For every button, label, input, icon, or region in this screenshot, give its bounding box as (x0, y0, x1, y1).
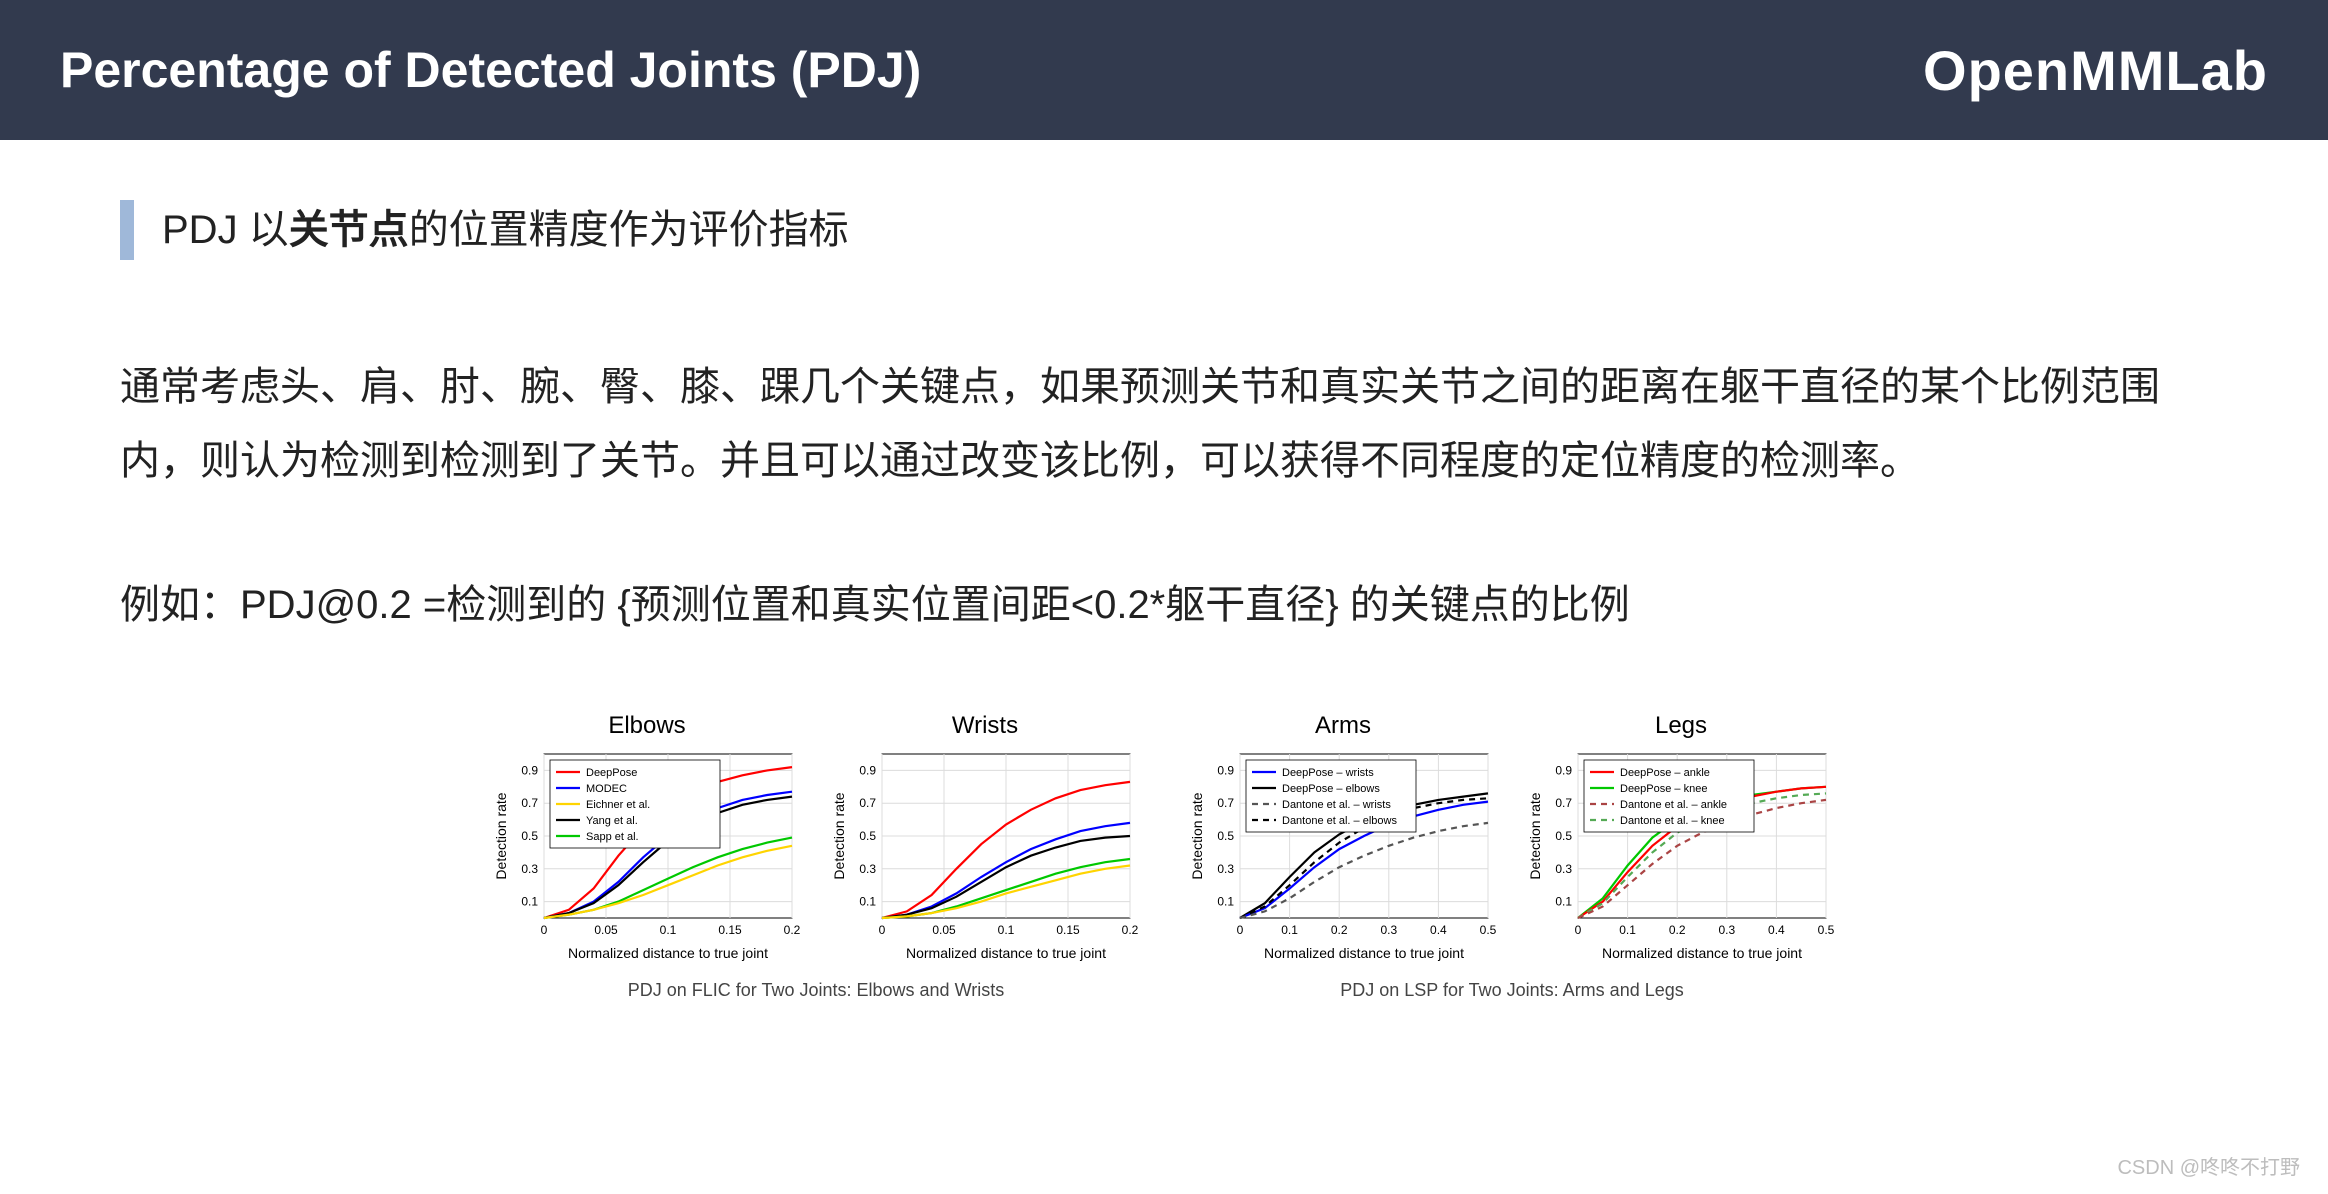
summary-row: PDJ 以关节点的位置精度作为评价指标 (120, 200, 2208, 260)
chart-title: Legs (1655, 712, 1707, 740)
svg-text:Normalized distance to true jo: Normalized distance to true joint (568, 945, 768, 961)
accent-bar (120, 200, 134, 260)
body-paragraph-2: 例如：PDJ@0.2 =检测到的 {预测位置和真实位置间距<0.2*躯干直径} … (120, 568, 2208, 642)
slide-header: Percentage of Detected Joints (PDJ) Open… (0, 0, 2328, 140)
svg-text:Sapp et al.: Sapp et al. (586, 831, 639, 843)
svg-text:Detection rate: Detection rate (1189, 792, 1205, 879)
svg-text:0.9: 0.9 (859, 763, 876, 777)
svg-text:0.15: 0.15 (718, 923, 742, 937)
body-paragraph-1: 通常考虑头、肩、肘、腕、臀、膝、踝几个关键点，如果预测关节和真实关节之间的距离在… (120, 350, 2208, 498)
summary-text: PDJ 以关节点的位置精度作为评价指标 (162, 200, 849, 260)
chart-svg: 0.1 0.3 0.5 0.7 0.9 0 0.05 0.1 0.15 0.2 Detection … (830, 744, 1140, 964)
chart-title: Elbows (608, 712, 685, 740)
svg-text:DeepPose – elbows: DeepPose – elbows (1282, 783, 1380, 795)
svg-text:0.1: 0.1 (1281, 923, 1298, 937)
svg-text:0.1: 0.1 (1555, 895, 1572, 909)
chart-svg: 0.1 0.3 0.5 0.7 0.9 0 0.05 0.1 0.15 0.2 Detection … (492, 744, 802, 964)
svg-text:0.7: 0.7 (859, 796, 876, 810)
svg-text:DeepPose – wrists: DeepPose – wrists (1282, 767, 1374, 779)
svg-text:0.3: 0.3 (1718, 923, 1735, 937)
summary-suffix: 的位置精度作为评价指标 (409, 208, 849, 252)
svg-text:0.3: 0.3 (1217, 862, 1234, 876)
chart-svg: 0.10.30.50.70.900.10.20.30.40.5Detection… (1526, 744, 1836, 964)
svg-text:0.7: 0.7 (1555, 796, 1572, 810)
svg-text:Detection rate: Detection rate (493, 792, 509, 879)
svg-text:0.1: 0.1 (1619, 923, 1636, 937)
svg-text:0.3: 0.3 (1380, 923, 1397, 937)
svg-text:0.05: 0.05 (594, 923, 618, 937)
svg-text:0.5: 0.5 (1217, 829, 1234, 843)
svg-text:0.5: 0.5 (521, 829, 538, 843)
svg-text:Normalized distance to true jo: Normalized distance to true joint (1602, 945, 1802, 961)
svg-text:0.05: 0.05 (932, 923, 956, 937)
svg-text:0.1: 0.1 (998, 923, 1015, 937)
svg-text:0: 0 (1575, 923, 1582, 937)
svg-text:0.1: 0.1 (521, 895, 538, 909)
chart-panel: Wrists 0.1 0.3 0.5 0.7 0.9 0 0.05 0.1 0.15 0.2 Dete… (830, 712, 1140, 964)
svg-text:0.9: 0.9 (1555, 763, 1572, 777)
caption-right: PDJ on LSP for Two Joints: Arms and Legs (1340, 980, 1684, 1001)
svg-text:Eichner et al.: Eichner et al. (586, 799, 650, 811)
svg-text:Yang et al.: Yang et al. (586, 815, 638, 827)
chart-title: Wrists (952, 712, 1018, 740)
svg-text:Dantone et al. – wrists: Dantone et al. – wrists (1282, 799, 1391, 811)
caption-left: PDJ on FLIC for Two Joints: Elbows and W… (628, 980, 1004, 1001)
svg-text:0.7: 0.7 (1217, 796, 1234, 810)
summary-bold: 关节点 (289, 208, 409, 252)
svg-text:DeepPose: DeepPose (586, 767, 637, 779)
svg-text:0.4: 0.4 (1430, 923, 1447, 937)
svg-text:0.15: 0.15 (1056, 923, 1080, 937)
svg-text:0.5: 0.5 (1818, 923, 1835, 937)
svg-text:0: 0 (1237, 923, 1244, 937)
svg-text:DeepPose – ankle: DeepPose – ankle (1620, 767, 1710, 779)
svg-text:0.5: 0.5 (1480, 923, 1497, 937)
svg-text:0.3: 0.3 (521, 862, 538, 876)
svg-text:0.1: 0.1 (1217, 895, 1234, 909)
svg-text:0.1: 0.1 (859, 895, 876, 909)
svg-text:0.7: 0.7 (521, 796, 538, 810)
svg-text:0.3: 0.3 (1555, 862, 1572, 876)
svg-text:0: 0 (879, 923, 886, 937)
svg-text:DeepPose – knee: DeepPose – knee (1620, 783, 1707, 795)
svg-text:Normalized distance to true jo: Normalized distance to true joint (906, 945, 1106, 961)
svg-text:0: 0 (541, 923, 548, 937)
watermark: CSDN @咚咚不打野 (2117, 1151, 2300, 1180)
summary-prefix: PDJ 以 (162, 208, 289, 252)
svg-text:Detection rate: Detection rate (831, 792, 847, 879)
slide-title: Percentage of Detected Joints (PDJ) (60, 41, 921, 99)
svg-text:0.2: 0.2 (1669, 923, 1686, 937)
chart-pair-left: Elbows 0.1 0.3 0.5 0.7 0.9 0 0.05 0.1 0.15 0.2 Dete… (492, 712, 1140, 1001)
svg-text:0.2: 0.2 (1122, 923, 1139, 937)
chart-panel: Arms0.10.30.50.70.900.10.20.30.40.5Detec… (1188, 712, 1498, 964)
chart-title: Arms (1315, 712, 1371, 740)
svg-text:Dantone et al. – elbows: Dantone et al. – elbows (1282, 815, 1397, 827)
svg-text:MODEC: MODEC (586, 783, 627, 795)
chart-pair-right: Arms0.10.30.50.70.900.10.20.30.40.5Detec… (1188, 712, 1836, 1001)
svg-text:Dantone et al. – knee: Dantone et al. – knee (1620, 815, 1725, 827)
chart-panel: Legs0.10.30.50.70.900.10.20.30.40.5Detec… (1526, 712, 1836, 964)
svg-text:0.5: 0.5 (1555, 829, 1572, 843)
svg-text:0.9: 0.9 (1217, 763, 1234, 777)
svg-text:0.4: 0.4 (1768, 923, 1785, 937)
svg-text:0.3: 0.3 (859, 862, 876, 876)
svg-text:0.2: 0.2 (1331, 923, 1348, 937)
svg-text:Detection rate: Detection rate (1527, 792, 1543, 879)
svg-text:0.1: 0.1 (660, 923, 677, 937)
slide-body: PDJ 以关节点的位置精度作为评价指标 通常考虑头、肩、肘、腕、臀、膝、踝几个关… (0, 140, 2328, 1001)
svg-text:0.5: 0.5 (859, 829, 876, 843)
svg-text:Dantone et al. – ankle: Dantone et al. – ankle (1620, 799, 1727, 811)
brand-logo: OpenMMLab (1923, 38, 2268, 103)
charts-row: Elbows 0.1 0.3 0.5 0.7 0.9 0 0.05 0.1 0.15 0.2 Dete… (120, 712, 2208, 1001)
svg-text:Normalized distance to true jo: Normalized distance to true joint (1264, 945, 1464, 961)
svg-text:0.9: 0.9 (521, 763, 538, 777)
chart-svg: 0.10.30.50.70.900.10.20.30.40.5Detection… (1188, 744, 1498, 964)
svg-text:0.2: 0.2 (784, 923, 801, 937)
chart-panel: Elbows 0.1 0.3 0.5 0.7 0.9 0 0.05 0.1 0.15 0.2 Dete… (492, 712, 802, 964)
